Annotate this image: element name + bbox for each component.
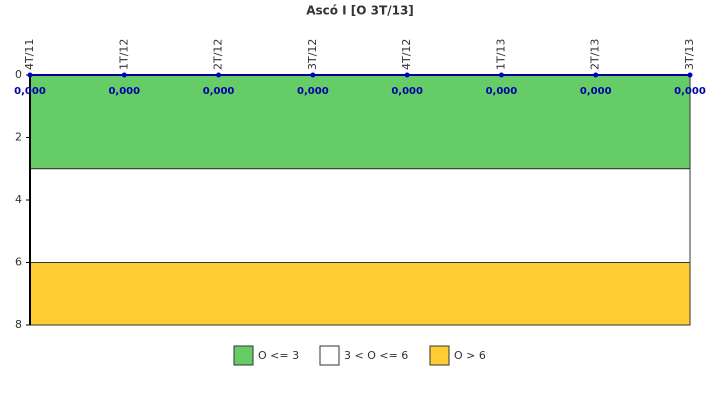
x-tick-label: 1T/12 — [117, 39, 130, 70]
legend-swatch — [319, 345, 340, 366]
value-label: 0,000 — [203, 86, 235, 97]
y-tick-label: 6 — [15, 256, 22, 269]
value-label: 0,000 — [391, 86, 423, 97]
band — [29, 74, 691, 170]
x-tick-label: 3T/13 — [683, 39, 696, 70]
value-label: 0,000 — [674, 86, 706, 97]
y-tick-label: 8 — [15, 318, 22, 331]
legend-label: O > 6 — [454, 349, 486, 362]
value-label: 0,000 — [108, 86, 140, 97]
legend-label: O <= 3 — [258, 349, 299, 362]
y-tick-label: 2 — [15, 131, 22, 144]
x-tick-label: 4T/12 — [400, 39, 413, 70]
band — [29, 168, 691, 263]
y-tick-label: 4 — [15, 193, 22, 206]
legend-swatch — [233, 345, 254, 366]
data-point — [121, 72, 127, 78]
y-tick-label: 0 — [15, 68, 22, 81]
x-tick-label: 4T/11 — [23, 39, 36, 70]
data-point — [216, 72, 222, 78]
data-point — [498, 72, 504, 78]
x-tick-label: 1T/13 — [494, 39, 507, 70]
band — [29, 262, 691, 326]
data-point — [593, 72, 599, 78]
data-point — [27, 72, 33, 78]
x-tick-label: 2T/12 — [212, 39, 225, 70]
data-point — [310, 72, 316, 78]
data-point — [687, 72, 693, 78]
value-label: 0,000 — [297, 86, 329, 97]
data-point — [404, 72, 410, 78]
legend-swatch — [429, 345, 450, 366]
x-tick-label: 3T/12 — [306, 39, 319, 70]
value-label: 0,000 — [486, 86, 518, 97]
x-tick-label: 2T/13 — [589, 39, 602, 70]
value-label: 0,000 — [14, 86, 46, 97]
value-label: 0,000 — [580, 86, 612, 97]
legend-label: 3 < O <= 6 — [344, 349, 408, 362]
chart-title: Ascó I [O 3T/13] — [306, 4, 414, 18]
